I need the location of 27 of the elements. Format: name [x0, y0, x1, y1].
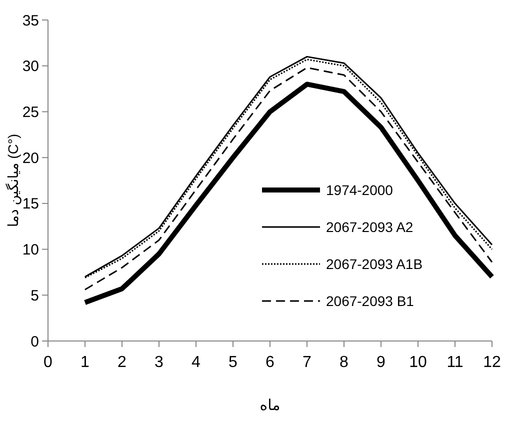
y-tick-label: 15: [22, 196, 39, 213]
legend-label: 2067-2093 B1: [326, 292, 414, 309]
y-axis-title: میانگین دما (C°): [4, 134, 22, 228]
x-tick-label: 9: [376, 354, 386, 371]
y-tick-label: 35: [22, 12, 39, 30]
x-tick-label: 12: [483, 354, 501, 371]
x-tick-label: 2: [118, 354, 127, 371]
legend-label: 2067-2093 A2: [326, 218, 414, 235]
legend-label: 1974-2000: [326, 182, 394, 198]
y-tick-label: 0: [30, 333, 39, 350]
x-tick-label: 6: [266, 354, 275, 371]
x-tick-label: 10: [409, 354, 427, 371]
legend-label: 2067-2093 A1B: [326, 256, 423, 272]
x-tick-label: 8: [340, 354, 349, 371]
y-tick-label: 30: [22, 58, 39, 76]
x-tick-label: 1: [80, 354, 90, 371]
y-tick-label: 25: [22, 104, 39, 121]
x-tick-label: 11: [446, 354, 464, 371]
x-tick-label: 7: [302, 354, 312, 371]
x-tick-label: 4: [192, 354, 201, 371]
x-tick-label: 0: [44, 354, 53, 371]
x-axis-title: ماه: [260, 397, 280, 414]
y-tick-label: 10: [22, 242, 39, 259]
x-tick-label: 5: [228, 354, 238, 371]
y-tick-label: 20: [22, 150, 39, 167]
y-tick-label: 5: [30, 287, 39, 304]
x-tick-label: 3: [154, 354, 164, 371]
